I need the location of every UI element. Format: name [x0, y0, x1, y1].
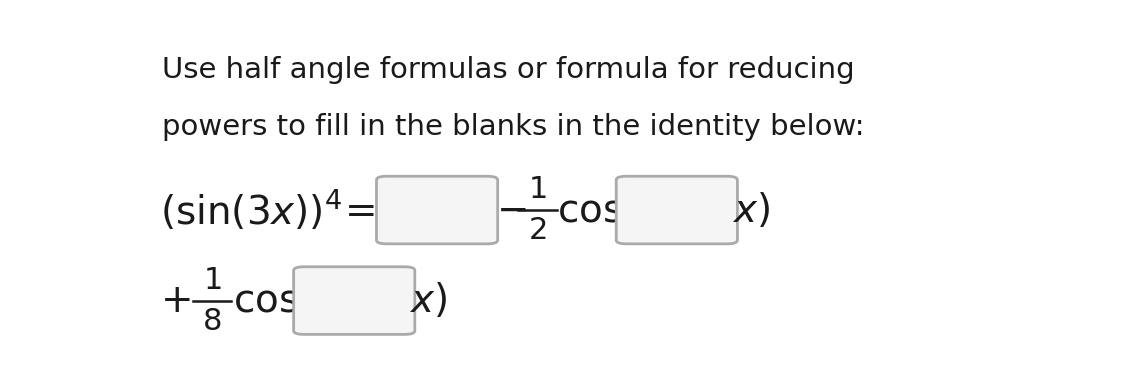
Text: $1$: $1$: [202, 265, 222, 294]
Text: Use half angle formulas or formula for reducing: Use half angle formulas or formula for r…: [162, 56, 855, 84]
FancyBboxPatch shape: [294, 267, 415, 334]
Text: $8$: $8$: [202, 307, 222, 336]
Text: $x)$: $x)$: [731, 191, 770, 230]
Text: $+$: $+$: [160, 281, 190, 319]
Text: $-$: $-$: [496, 191, 526, 229]
Text: $2$: $2$: [528, 216, 547, 245]
Text: $\mathrm{cos}($: $\mathrm{cos}($: [233, 281, 313, 320]
FancyBboxPatch shape: [377, 176, 497, 244]
Text: $1$: $1$: [528, 175, 547, 204]
Text: $(\sin(3x))^4$: $(\sin(3x))^4$: [160, 188, 342, 232]
Text: $=$: $=$: [336, 191, 375, 229]
Text: $x)$: $x)$: [410, 281, 447, 320]
Text: powers to fill in the blanks in the identity below:: powers to fill in the blanks in the iden…: [162, 113, 865, 142]
Text: $\mathrm{cos}($: $\mathrm{cos}($: [557, 191, 637, 230]
FancyBboxPatch shape: [616, 176, 737, 244]
